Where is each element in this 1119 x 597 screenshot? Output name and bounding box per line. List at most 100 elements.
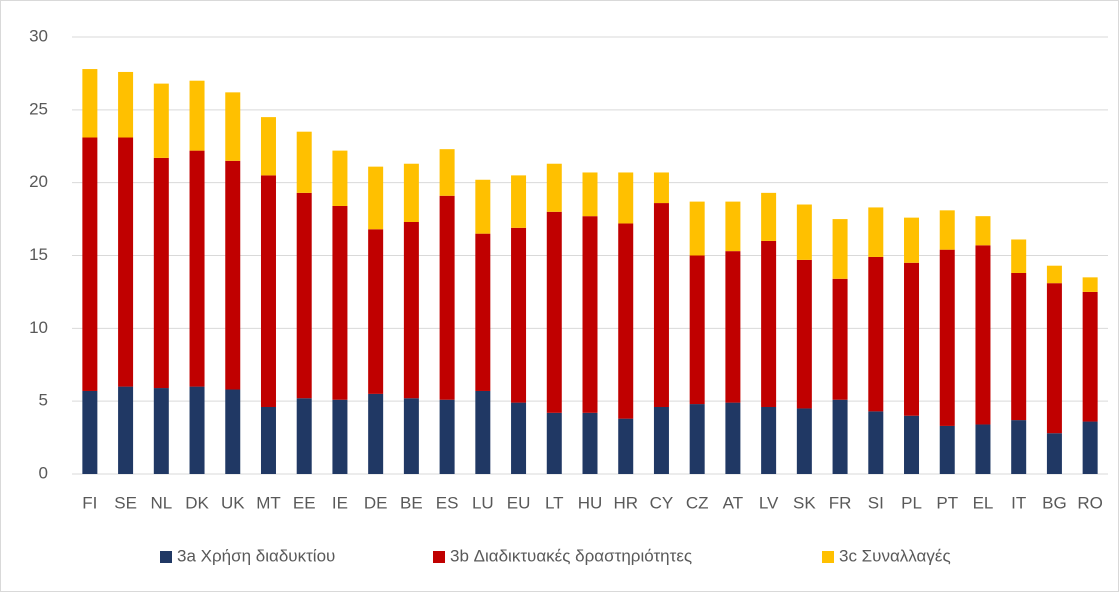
bar-segment bbox=[939, 425, 955, 474]
x-tick-label: DK bbox=[185, 493, 209, 512]
bar-segment bbox=[153, 157, 169, 389]
bar-segment bbox=[439, 399, 455, 474]
y-tick-label: 25 bbox=[29, 99, 48, 118]
x-tick-label: NL bbox=[150, 493, 172, 512]
bar-segment bbox=[796, 204, 812, 260]
bar-segment bbox=[82, 137, 98, 391]
bar-segment bbox=[868, 411, 884, 474]
x-tick-label: SE bbox=[114, 493, 137, 512]
bar-segment bbox=[368, 229, 384, 394]
bar-segment bbox=[868, 256, 884, 412]
bar-segment bbox=[582, 412, 598, 474]
legend-swatch bbox=[160, 551, 172, 563]
x-tick-label: IT bbox=[1011, 493, 1026, 512]
bar-segment bbox=[332, 150, 348, 206]
bar-segment bbox=[225, 389, 241, 474]
bar-segment bbox=[296, 131, 312, 193]
bar-segment bbox=[832, 278, 848, 400]
x-tick-label: EU bbox=[507, 493, 531, 512]
bar-segment bbox=[618, 172, 634, 224]
x-tick-label: HU bbox=[578, 493, 603, 512]
bar-segment bbox=[118, 386, 134, 474]
bar-segment bbox=[225, 160, 241, 390]
x-tick-label: EL bbox=[973, 493, 994, 512]
bar-segment bbox=[653, 203, 669, 407]
bar-segment bbox=[832, 219, 848, 279]
bar-segment bbox=[82, 390, 98, 474]
x-tick-label: LU bbox=[472, 493, 494, 512]
bar-segment bbox=[475, 233, 491, 391]
y-tick-label: 15 bbox=[29, 245, 48, 264]
bar-segment bbox=[511, 402, 527, 474]
bar-segment bbox=[439, 149, 455, 196]
bar-segment bbox=[403, 221, 419, 399]
bar-segment bbox=[1011, 272, 1027, 421]
bar-segment bbox=[332, 205, 348, 400]
x-tick-label: EE bbox=[293, 493, 316, 512]
bar-segment bbox=[546, 211, 562, 413]
x-tick-label: IE bbox=[332, 493, 348, 512]
x-tick-label: FI bbox=[82, 493, 97, 512]
bar-segment bbox=[1046, 433, 1062, 474]
bar-segment bbox=[511, 227, 527, 403]
bar-segment bbox=[189, 80, 205, 151]
bar-segment bbox=[189, 386, 205, 474]
x-tick-label: PL bbox=[901, 493, 922, 512]
x-tick-label: SK bbox=[793, 493, 816, 512]
legend-label: 3c Συναλλαγές bbox=[839, 546, 951, 565]
bar-segment bbox=[761, 192, 777, 241]
x-tick-label: SI bbox=[868, 493, 884, 512]
x-tick-label: BE bbox=[400, 493, 423, 512]
x-tick-label: CY bbox=[650, 493, 674, 512]
bar-segment bbox=[618, 418, 634, 474]
bar-segment bbox=[832, 399, 848, 474]
x-tick-label: HR bbox=[613, 493, 638, 512]
x-tick-label: CZ bbox=[686, 493, 709, 512]
bar-segment bbox=[725, 251, 741, 403]
x-tick-label: BG bbox=[1042, 493, 1067, 512]
bar-segment bbox=[904, 217, 920, 263]
y-tick-label: 5 bbox=[39, 391, 48, 410]
bar-segment bbox=[153, 83, 169, 158]
bar-segment bbox=[153, 388, 169, 474]
bar-segment bbox=[582, 216, 598, 413]
bar-segment bbox=[439, 195, 455, 400]
bar-segment bbox=[403, 398, 419, 474]
bar-segment bbox=[1011, 239, 1027, 273]
y-tick-label: 30 bbox=[29, 26, 48, 45]
bar-segment bbox=[582, 172, 598, 217]
bar-segment bbox=[1082, 277, 1098, 292]
bar-segment bbox=[1082, 421, 1098, 474]
bar-segment bbox=[546, 163, 562, 212]
bar-segment bbox=[368, 166, 384, 230]
bar-segment bbox=[118, 137, 134, 387]
legend-label: 3a Χρήση διαδυκτίου bbox=[177, 546, 335, 565]
x-tick-label: FR bbox=[829, 493, 852, 512]
bar-segment bbox=[260, 406, 276, 474]
bar-segment bbox=[118, 71, 134, 138]
x-tick-label: AT bbox=[723, 493, 743, 512]
bar-segment bbox=[82, 69, 98, 138]
x-tick-label: UK bbox=[221, 493, 245, 512]
bar-segment bbox=[260, 175, 276, 407]
bar-segment bbox=[975, 216, 991, 246]
bar-segment bbox=[689, 201, 705, 256]
bar-segment bbox=[904, 415, 920, 474]
bar-segment bbox=[1011, 420, 1027, 474]
y-tick-label: 0 bbox=[39, 463, 48, 482]
bar-segment bbox=[260, 117, 276, 176]
bar-segment bbox=[939, 210, 955, 250]
bar-segment bbox=[296, 192, 312, 399]
y-tick-label: 20 bbox=[29, 172, 48, 191]
bar-segment bbox=[189, 150, 205, 387]
y-tick-label: 10 bbox=[29, 318, 48, 337]
legend-swatch bbox=[433, 551, 445, 563]
bar-segment bbox=[332, 399, 348, 474]
bar-segment bbox=[761, 240, 777, 407]
bar-segment bbox=[475, 390, 491, 474]
bar-segment bbox=[796, 259, 812, 409]
bar-segment bbox=[1046, 265, 1062, 284]
bar-segment bbox=[725, 201, 741, 252]
x-tick-label: LV bbox=[759, 493, 779, 512]
